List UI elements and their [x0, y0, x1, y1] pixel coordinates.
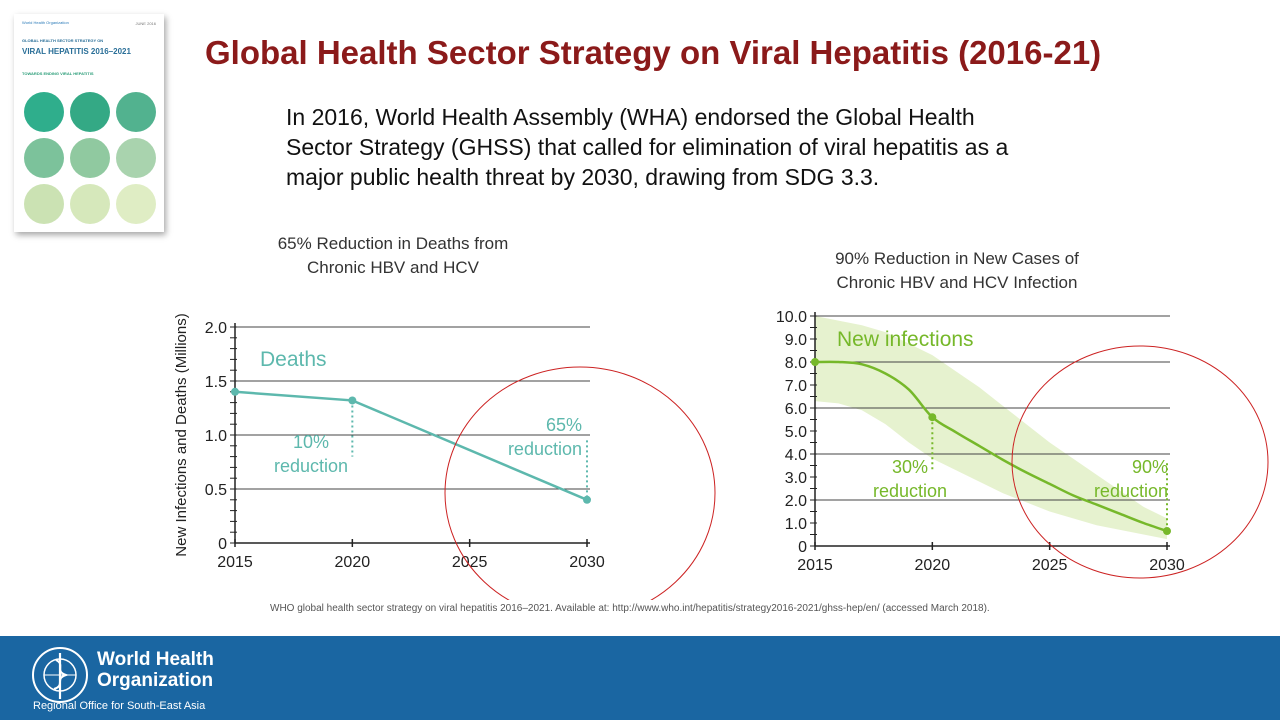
y-tick-label: 4.0 — [785, 447, 807, 464]
y-tick-label: 1.5 — [205, 374, 227, 391]
reduction-label: 65% — [546, 415, 582, 435]
cover-dot — [116, 184, 156, 224]
y-tick-label: 3.0 — [785, 470, 807, 487]
y-tick-label: 1.0 — [785, 516, 807, 533]
deaths-chart-svg: 65% Reduction in Deaths from Chronic HBV … — [173, 234, 716, 620]
y-tick-label: 7.0 — [785, 378, 807, 395]
x-tick-label: 2030 — [569, 554, 605, 571]
y-tick-label: 10.0 — [776, 309, 807, 326]
confidence-band — [815, 316, 1167, 540]
reduction-label: 90% — [1132, 457, 1168, 477]
series-name-label: Deaths — [260, 348, 327, 371]
cover-kicker: GLOBAL HEALTH SECTOR STRATEGY ON — [22, 38, 104, 43]
y-tick-label: 9.0 — [785, 332, 807, 349]
chart-title-line: 90% Reduction in New Cases of — [835, 249, 1079, 268]
x-tick-label: 2020 — [915, 557, 951, 574]
chart-title-line: 65% Reduction in Deaths from — [278, 234, 509, 253]
reduction-label: reduction — [873, 481, 947, 501]
y-axis-label: New Infections and Deaths (Millions) — [173, 313, 190, 556]
data-point — [811, 358, 819, 366]
intro-line: major public health threat by 2030, draw… — [286, 164, 880, 190]
footer-bar — [0, 636, 1280, 720]
x-tick-label: 2020 — [335, 554, 371, 571]
cover-dot — [24, 92, 64, 132]
intro-line: In 2016, World Health Assembly (WHA) end… — [286, 104, 975, 130]
cover-dot — [70, 92, 110, 132]
cover-date: JUNE 2016 — [135, 21, 156, 26]
chart-title-line: Chronic HBV and HCV — [307, 258, 480, 277]
x-tick-label: 2025 — [452, 554, 488, 571]
data-point — [231, 387, 239, 396]
series-line — [814, 360, 1168, 533]
reduction-label: reduction — [508, 439, 582, 459]
y-tick-label: 0.5 — [205, 482, 227, 499]
reduction-label: reduction — [274, 456, 348, 476]
y-tick-label: 1.0 — [205, 428, 227, 445]
infections-chart-svg: 90% Reduction in New Cases of Chronic HBV… — [776, 249, 1269, 579]
who-region-text: Regional Office for South-East Asia — [33, 700, 206, 712]
y-tick-label: 2.0 — [785, 493, 807, 510]
reduction-label: 10% — [293, 432, 329, 452]
cover-dot — [116, 138, 156, 178]
chart-title-line: Chronic HBV and HCV Infection — [837, 273, 1078, 292]
slide-title: Global Health Sector Strategy on Viral H… — [205, 34, 1102, 71]
cover-dot — [24, 138, 64, 178]
cover-title: VIRAL HEPATITIS 2016–2021 — [22, 47, 131, 56]
series-name-label: New infections — [837, 328, 974, 351]
y-tick-label: 8.0 — [785, 355, 807, 372]
y-tick-label: 0 — [798, 539, 807, 556]
cover-dot-grid — [24, 92, 156, 224]
x-tick-label: 2015 — [217, 554, 253, 571]
data-point — [1163, 527, 1171, 536]
who-name-text: World Health Organization — [97, 649, 214, 691]
y-tick-label: 6.0 — [785, 401, 807, 418]
cover-subtitle: TOWARDS ENDING VIRAL HEPATITIS — [22, 71, 94, 76]
cover-dot — [70, 138, 110, 178]
deaths-chart: 65% Reduction in Deaths from Chronic HBV … — [150, 225, 730, 620]
citation-text: WHO global health sector strategy on vir… — [270, 603, 990, 614]
who-emblem-icon — [32, 647, 88, 703]
intro-paragraph: In 2016, World Health Assembly (WHA) end… — [286, 102, 1186, 192]
cover-dot — [24, 184, 64, 224]
reduction-label: 30% — [892, 457, 928, 477]
x-tick-label: 2030 — [1149, 557, 1185, 574]
intro-line: Sector Strategy (GHSS) that called for e… — [286, 134, 1009, 160]
y-tick-label: 5.0 — [785, 424, 807, 441]
y-tick-label: 2.0 — [205, 320, 227, 337]
cover-dot — [116, 92, 156, 132]
cover-dot — [70, 184, 110, 224]
x-tick-label: 2025 — [1032, 557, 1068, 574]
report-cover-image: World Health Organization JUNE 2016 GLOB… — [14, 14, 164, 232]
data-point — [583, 495, 591, 504]
highlight-circle — [1011, 345, 1269, 579]
reduction-label: reduction — [1094, 481, 1168, 501]
x-tick-label: 2015 — [797, 557, 833, 574]
y-tick-label: 0 — [218, 536, 227, 553]
cover-who-logo: World Health Organization — [22, 20, 69, 25]
infections-chart: 90% Reduction in New Cases of Chronic HBV… — [740, 240, 1280, 605]
